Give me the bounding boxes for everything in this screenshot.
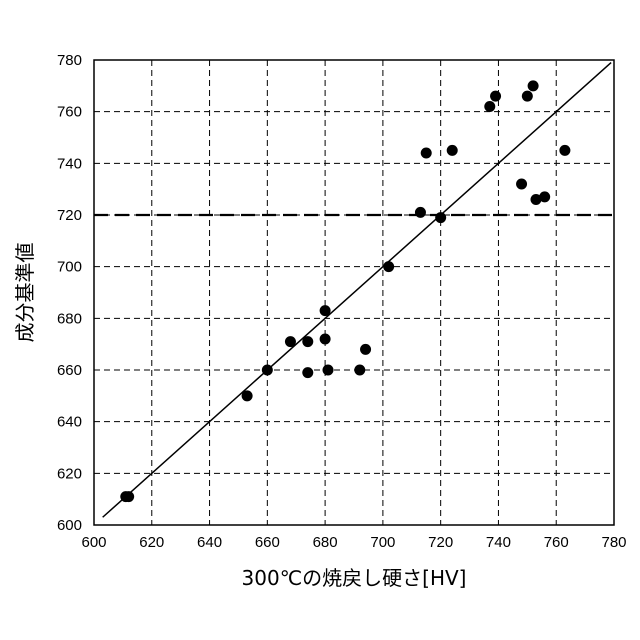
data-point: [262, 365, 273, 376]
x-tick-label: 680: [313, 534, 338, 551]
data-point: [285, 336, 296, 347]
x-tick-label: 780: [601, 534, 626, 551]
y-tick-label: 700: [57, 259, 82, 276]
data-point: [484, 101, 495, 112]
x-axis-title: 300℃の焼戻し硬さ[HV]: [242, 566, 467, 590]
data-point: [302, 336, 313, 347]
data-point: [242, 390, 253, 401]
data-point: [528, 80, 539, 91]
y-tick-label: 720: [57, 207, 82, 224]
reference-line-group: [103, 63, 611, 518]
data-point: [323, 365, 334, 376]
x-tick-label: 740: [486, 534, 511, 551]
x-tick-label: 700: [370, 534, 395, 551]
y-axis-tick-labels: 600 620 640 660 680 700 720 740 760 780: [57, 52, 82, 534]
x-tick-label: 620: [139, 534, 164, 551]
data-point: [360, 344, 371, 355]
data-point: [559, 145, 570, 156]
data-point: [123, 491, 134, 502]
data-point: [435, 212, 446, 223]
data-point: [522, 91, 533, 102]
data-points: [120, 80, 570, 502]
data-point: [490, 91, 501, 102]
y-tick-label: 740: [57, 155, 82, 172]
data-point: [447, 145, 458, 156]
reference-line-y-equals-x: [103, 63, 611, 518]
data-point: [320, 334, 331, 345]
y-tick-label: 660: [57, 362, 82, 379]
x-tick-label: 600: [81, 534, 106, 551]
y-tick-label: 620: [57, 465, 82, 482]
x-axis-tick-labels: 600 620 640 660 680 700 720 740 760 780: [81, 534, 626, 551]
y-tick-label: 680: [57, 310, 82, 327]
data-point: [415, 207, 426, 218]
data-point: [354, 365, 365, 376]
y-tick-label: 600: [57, 517, 82, 534]
data-point: [320, 305, 331, 316]
y-tick-label: 760: [57, 104, 82, 121]
y-tick-label: 780: [57, 52, 82, 69]
data-point: [302, 367, 313, 378]
data-point: [539, 191, 550, 202]
data-point: [383, 261, 394, 272]
x-tick-label: 760: [544, 534, 569, 551]
y-axis-title: 成分基準値: [13, 243, 37, 343]
x-tick-label: 660: [255, 534, 280, 551]
data-point: [516, 179, 527, 190]
data-point: [421, 148, 432, 159]
x-tick-label: 720: [428, 534, 453, 551]
x-tick-label: 640: [197, 534, 222, 551]
y-tick-label: 640: [57, 414, 82, 431]
